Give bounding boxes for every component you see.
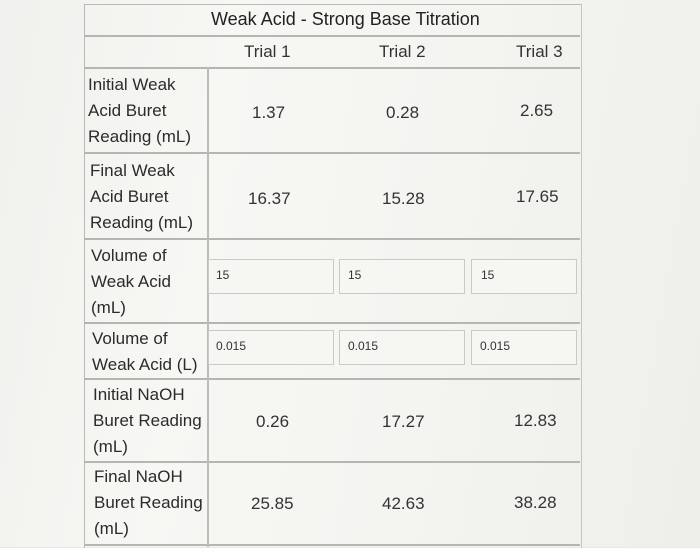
divider bbox=[84, 461, 580, 463]
cell-value: 12.83 bbox=[514, 411, 557, 430]
cell-value: 17.65 bbox=[516, 187, 559, 206]
cell-value: 15 bbox=[481, 268, 495, 282]
volume-l-field-trial-2[interactable] bbox=[339, 330, 465, 365]
divider bbox=[84, 378, 580, 380]
row-label-final-weak-acid: Final Weak Acid Buret Reading (mL) bbox=[90, 158, 193, 236]
table-title: Weak Acid - Strong Base Titration bbox=[211, 9, 480, 29]
header-trial-3: Trial 3 bbox=[516, 42, 563, 61]
volume-ml-field-trial-3[interactable] bbox=[471, 259, 577, 294]
volume-l-field-trial-1[interactable] bbox=[208, 330, 334, 365]
row-label-line: Final NaOH bbox=[94, 467, 183, 486]
cell-value: 1.37 bbox=[252, 103, 286, 122]
divider bbox=[84, 35, 580, 37]
cell-value: 0.28 bbox=[386, 103, 420, 122]
cell-value: 17.27 bbox=[382, 412, 425, 431]
volume-ml-field-trial-2[interactable] bbox=[339, 259, 465, 294]
header-trial-2: Trial 2 bbox=[379, 42, 426, 61]
row-label-initial-weak-acid: Initial Weak Acid Buret Reading (mL) bbox=[88, 72, 191, 150]
divider bbox=[84, 544, 580, 546]
column-divider bbox=[207, 67, 209, 547]
divider bbox=[84, 152, 580, 154]
divider bbox=[84, 238, 580, 240]
row-label-line: Acid Buret bbox=[88, 101, 167, 120]
volume-l-field-trial-3[interactable] bbox=[471, 330, 577, 365]
cell-value: 0.26 bbox=[256, 412, 290, 431]
row-label-line: Initial NaOH bbox=[93, 385, 185, 404]
row-label-line: (mL) bbox=[91, 298, 126, 317]
cell-value: 0.015 bbox=[216, 339, 247, 353]
row-label-line: Buret Reading bbox=[94, 493, 203, 512]
row-label-line: Reading (mL) bbox=[88, 127, 191, 146]
volume-ml-field-trial-1[interactable] bbox=[208, 259, 334, 294]
row-label-line: Reading (mL) bbox=[90, 213, 193, 232]
row-label-line: Volume of bbox=[92, 329, 168, 348]
row-label-line: (mL) bbox=[93, 437, 128, 456]
row-label-line: Volume of bbox=[91, 246, 167, 265]
divider bbox=[84, 322, 580, 324]
row-label-line: Buret Reading bbox=[93, 411, 202, 430]
divider bbox=[84, 67, 580, 69]
row-label-line: Weak Acid (L) bbox=[92, 355, 198, 374]
cell-value: 0.015 bbox=[348, 339, 379, 353]
row-label-line: Final Weak bbox=[90, 161, 175, 180]
row-label-line: Acid Buret bbox=[90, 187, 169, 206]
table-frame bbox=[84, 4, 582, 548]
cell-value: 15.28 bbox=[382, 189, 425, 208]
cell-value: 38.28 bbox=[514, 493, 557, 512]
cell-value: 0.015 bbox=[480, 339, 511, 353]
row-label-volume-l: Volume of Weak Acid (L) bbox=[92, 326, 198, 378]
cell-value: 16.37 bbox=[248, 189, 291, 208]
row-label-volume-ml: Volume of Weak Acid (mL) bbox=[91, 243, 171, 321]
row-label-initial-naoh: Initial NaOH Buret Reading (mL) bbox=[93, 382, 202, 460]
cell-value: 42.63 bbox=[382, 494, 425, 513]
header-trial-1: Trial 1 bbox=[244, 42, 291, 61]
row-label-line: Initial Weak bbox=[88, 75, 176, 94]
row-label-line: (mL) bbox=[94, 519, 129, 538]
row-label-final-naoh: Final NaOH Buret Reading (mL) bbox=[94, 464, 203, 542]
cell-value: 15 bbox=[216, 268, 230, 282]
cell-value: 15 bbox=[348, 268, 362, 282]
cell-value: 2.65 bbox=[520, 101, 554, 120]
row-label-line: Weak Acid bbox=[91, 272, 172, 291]
cell-value: 25.85 bbox=[251, 494, 294, 513]
